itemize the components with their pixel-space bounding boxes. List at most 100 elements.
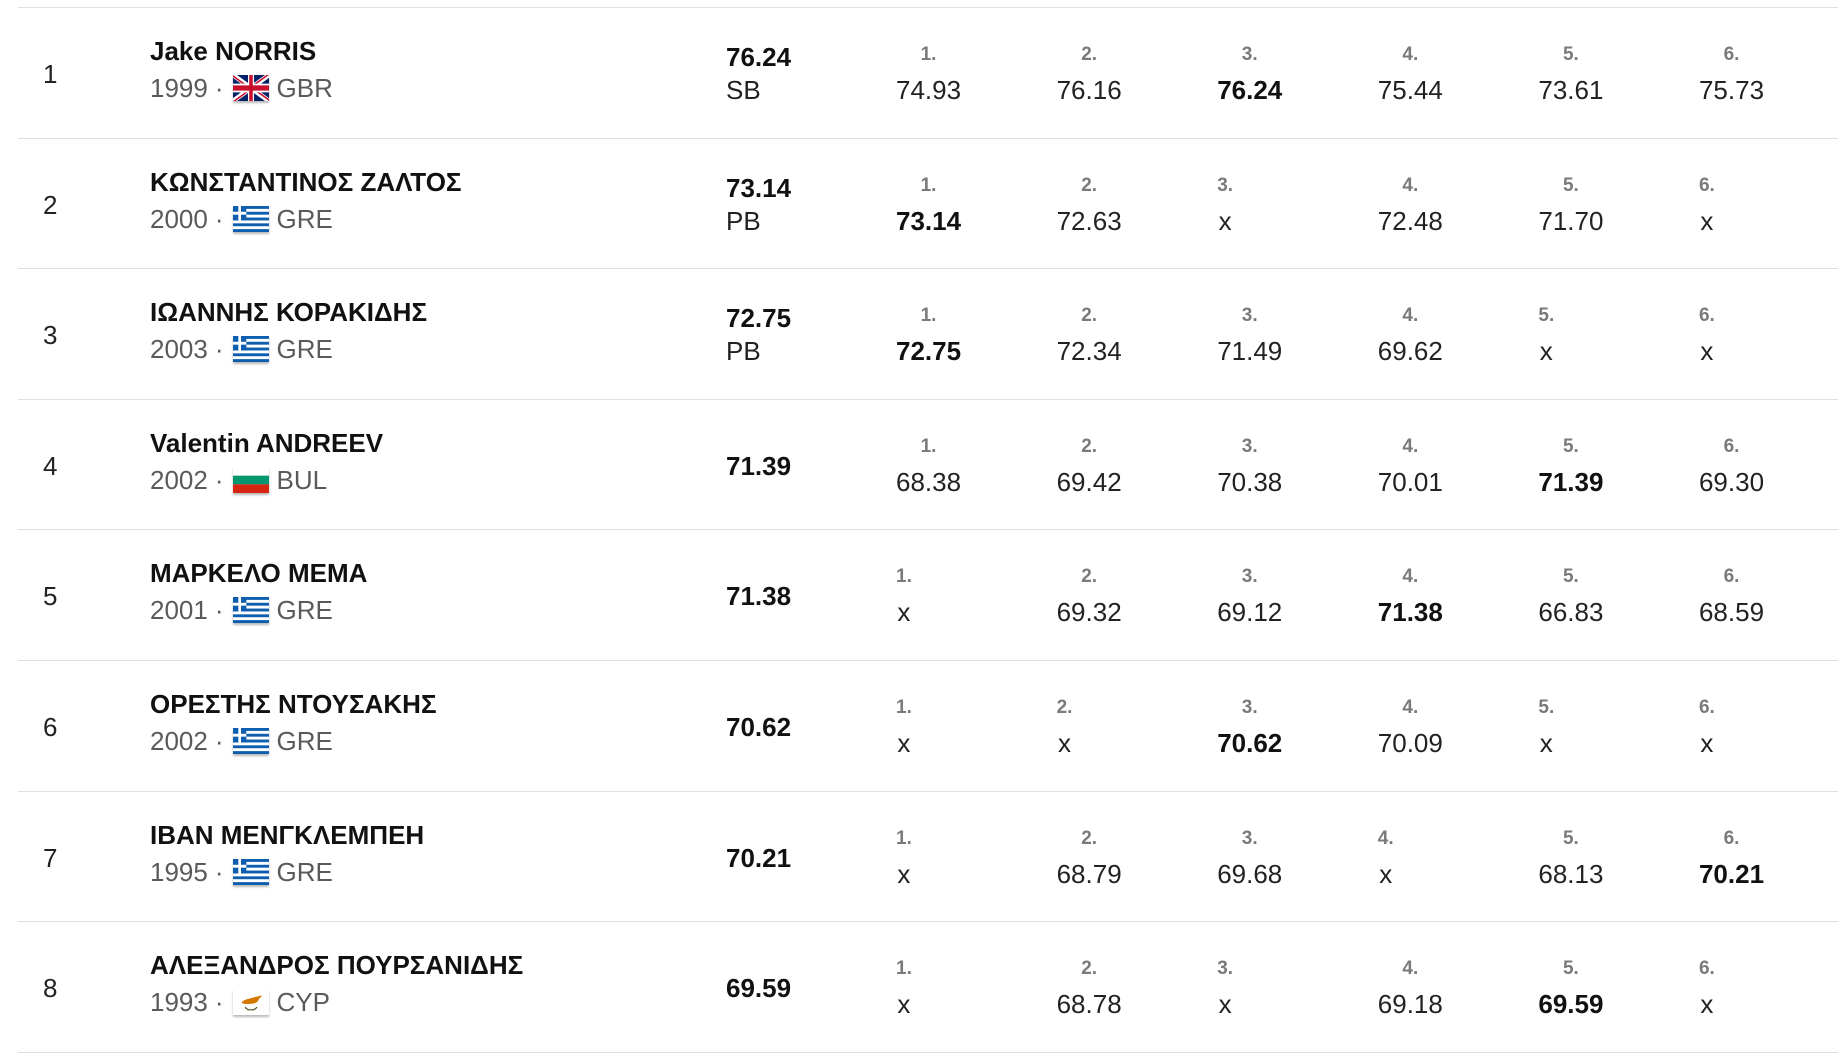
attempt-number: 3. <box>1217 958 1234 980</box>
attempt-value: x <box>1379 858 1393 889</box>
attempt-value: x <box>1218 989 1232 1020</box>
attempt-number: 3. <box>1241 696 1258 718</box>
athlete-name-link[interactable]: Jake NORRIS <box>150 36 317 66</box>
result-row: 6 ΟΡΕΣΤΗΣ ΝΤΟΥΣΑΚΗΣ 2002 · GRE 70.62 1. x 2. x 3. 7… <box>18 661 1838 792</box>
attempt-value: x <box>897 727 911 758</box>
attempt-number: 6. <box>1698 305 1715 327</box>
attempt: 1. 74.93 <box>896 43 961 105</box>
attempt-cell: 3. 70.38 <box>1217 435 1378 497</box>
attempt-value: 75.73 <box>1698 75 1765 105</box>
attempt: 1. 73.14 <box>896 174 961 236</box>
attempt-cell: 4. x <box>1378 827 1539 889</box>
best-attempt-value: 76.24 <box>1217 75 1283 105</box>
attempt: 4. 69.62 <box>1378 304 1443 366</box>
attempt-value: x <box>1700 336 1714 367</box>
attempt-cell: 5. 68.13 <box>1538 827 1699 889</box>
attempt: 6. 68.59 <box>1699 565 1764 627</box>
attempt: 5. x <box>1538 696 1554 758</box>
attempt-value: 70.09 <box>1377 727 1443 758</box>
rank: 8 <box>43 973 58 1004</box>
country-code: BUL <box>276 464 328 495</box>
best-attempt-value: 71.39 <box>1538 466 1604 497</box>
athlete-name-link[interactable]: ΙΩΑΝΝΗΣ ΚΟΡΑΚΙΔΗΣ <box>150 297 428 328</box>
attempt-cell: 3. 76.24 <box>1217 43 1378 105</box>
attempt-number: 4. <box>1377 827 1394 849</box>
attempt-cell: 1. 73.14 <box>896 174 1057 236</box>
result-row: 7 ΙΒΑΝ ΜΕΝΓΚΛΕΜΠΕΗ 1995 · GRE 70.21 1. x 2. 68.79… <box>18 792 1838 923</box>
attempt-value: x <box>1218 205 1232 236</box>
attempt-value: x <box>1058 727 1072 758</box>
attempt-value: 69.32 <box>1056 597 1122 628</box>
best-attempt-value: 70.21 <box>1698 858 1765 889</box>
attempt-value: x <box>1700 205 1714 236</box>
country-code: GBR <box>276 73 333 103</box>
greek-flag-icon <box>232 597 269 624</box>
attempt-cell: 5. 71.39 <box>1538 435 1699 497</box>
attempt-value: 69.42 <box>1056 466 1122 497</box>
mark-value: 71.38 <box>726 581 792 612</box>
attempt-value: 70.38 <box>1217 466 1283 497</box>
attempt-value: 72.48 <box>1377 205 1443 236</box>
attempt-value: 69.30 <box>1698 466 1765 497</box>
attempt-cell: 6. x <box>1699 304 1844 366</box>
record-note: PB <box>726 205 761 236</box>
attempt-number: 5. <box>1562 44 1579 65</box>
attempt: 3. 69.68 <box>1217 827 1282 889</box>
attempt: 4. 70.09 <box>1378 696 1443 758</box>
attempt: 3. 71.49 <box>1217 304 1282 366</box>
attempt: 3. 69.12 <box>1217 565 1282 627</box>
country-code: GRE <box>276 334 333 365</box>
mark-value: 76.24 <box>726 42 792 72</box>
athlete-meta: 1995 · GRE <box>150 856 333 888</box>
attempt-cell: 4. 72.48 <box>1378 174 1539 236</box>
athlete-meta: 1999 · GBR <box>150 72 333 104</box>
attempt-number: 2. <box>1081 305 1098 327</box>
attempt-series: 1. 74.93 2. 76.16 3. 76.24 4. 75.44 5. 73.61 6. 75.… <box>896 43 1844 105</box>
attempt: 4. 69.18 <box>1378 957 1443 1019</box>
athlete-name-link[interactable]: Valentin ANDREEV <box>150 427 384 458</box>
athlete-name-link[interactable]: ΜΑΡΚΕΛΟ ΜΕΜΑ <box>150 558 368 589</box>
attempt-cell: 6. 68.59 <box>1699 565 1844 627</box>
attempt-number: 2. <box>1081 566 1098 588</box>
result-mark: 70.21 <box>726 843 791 873</box>
athlete-name-link[interactable]: ΙΒΑΝ ΜΕΝΓΚΛΕΜΠΕΗ <box>150 819 425 850</box>
attempt-cell: 5. x <box>1538 696 1699 758</box>
attempt-value: x <box>897 597 911 628</box>
rank: 1 <box>43 59 58 89</box>
attempt-number: 1. <box>920 305 937 327</box>
attempt: 1. x <box>896 565 912 627</box>
attempt-cell: 4. 75.44 <box>1378 43 1539 105</box>
result-row: 5 ΜΑΡΚΕΛΟ ΜΕΜΑ 2001 · GRE 71.38 1. x 2. 69.32 3. 69… <box>18 530 1838 661</box>
attempt-number: 4. <box>1402 958 1419 980</box>
attempt-cell: 2. 69.42 <box>1057 435 1218 497</box>
attempt-cell: 4. 69.18 <box>1378 957 1539 1019</box>
greek-flag-icon <box>232 727 269 754</box>
results-list: 1 Jake NORRIS 1999 · GBR 76.24 SB 1. 74.93 2. 76.1… <box>18 7 1838 1053</box>
athlete-name-link[interactable]: ΟΡΕΣΤΗΣ ΝΤΟΥΣΑΚΗΣ <box>150 688 437 719</box>
mark-value: 70.62 <box>726 711 792 742</box>
mark-value: 71.39 <box>726 450 792 481</box>
attempt: 2. 72.34 <box>1057 304 1122 366</box>
attempt-number: 2. <box>1081 174 1098 196</box>
separator-dot: · <box>214 595 224 626</box>
result-mark: 70.62 <box>726 712 791 742</box>
birth-year: 1999 <box>150 73 208 103</box>
attempt: 4. 70.01 <box>1378 435 1443 497</box>
athlete-name-link[interactable]: ΚΩΝΣΤΑΝΤΙΝΟΣ ΖΑΛΤΟΣ <box>150 166 462 197</box>
attempt-cell: 3. 70.62 <box>1217 696 1378 758</box>
birth-year: 2002 <box>150 725 208 756</box>
attempt-cell: 4. 70.01 <box>1378 435 1539 497</box>
attempt-value: 70.01 <box>1377 466 1443 497</box>
attempt-value: 73.61 <box>1538 75 1604 105</box>
best-attempt-value: 73.14 <box>896 205 962 236</box>
attempt-cell: 6. x <box>1699 174 1844 236</box>
attempt: 5. 68.13 <box>1538 827 1603 889</box>
result-row: 3 ΙΩΑΝΝΗΣ ΚΟΡΑΚΙΔΗΣ 2003 · GRE 72.75 PB 1. 72.75… <box>18 269 1838 400</box>
attempt: 1. x <box>896 827 912 889</box>
attempt: 1. 68.38 <box>896 435 961 497</box>
attempt-value: 69.62 <box>1377 336 1443 367</box>
attempt-cell: 2. 69.32 <box>1057 565 1218 627</box>
attempt-number: 5. <box>1562 174 1579 196</box>
athlete-name-link[interactable]: ΑΛΕΞΑΝΔΡΟΣ ΠΟΥΡΣΑΝΙΔΗΣ <box>150 950 524 981</box>
birth-year: 2001 <box>150 595 208 626</box>
